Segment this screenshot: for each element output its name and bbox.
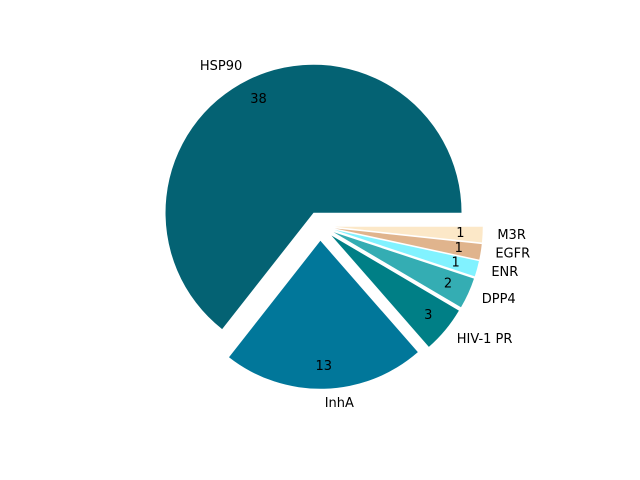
pie-slice-dpp4: [333, 232, 474, 308]
value-label-egfr: 1: [455, 241, 463, 256]
slice-label-hsp90: HSP90: [200, 59, 242, 74]
pie-slice-hiv-1-pr: [331, 235, 459, 347]
slice-label-dpp4: DPP4: [482, 292, 516, 307]
slice-label-inha: InhA: [325, 396, 354, 411]
pie-slice-hsp90: [165, 64, 462, 330]
pie-slice-egfr: [334, 228, 482, 260]
pie-slice-inha: [229, 240, 418, 389]
value-label-hsp90: 38: [250, 92, 267, 107]
pie-slice-enr: [334, 229, 479, 277]
value-label-m3r: 1: [456, 226, 464, 241]
slice-label-m3r: M3R: [497, 228, 526, 243]
value-label-inha: 13: [315, 359, 332, 374]
slice-label-enr: ENR: [491, 265, 518, 280]
pie-slice-m3r: [334, 226, 483, 243]
value-label-hiv-1-pr: 3: [424, 308, 432, 323]
value-label-enr: 1: [452, 255, 460, 270]
value-label-dpp4: 2: [444, 277, 452, 292]
slice-label-hiv-1-pr: HIV-1 PR: [457, 332, 513, 347]
slice-label-egfr: EGFR: [495, 247, 530, 262]
